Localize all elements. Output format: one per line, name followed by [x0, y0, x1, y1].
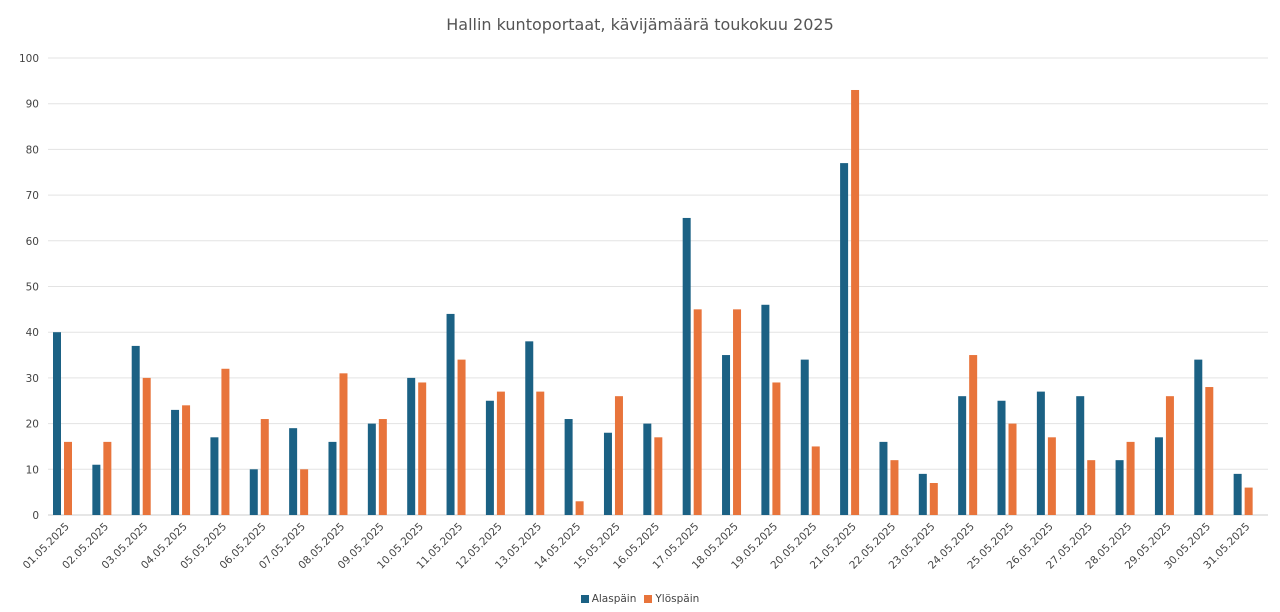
bar-alaspain [1194, 359, 1203, 515]
bar-ylospain [851, 89, 860, 516]
bar-alaspain [446, 313, 455, 515]
bar-ylospain [260, 419, 269, 515]
y-tick-label: 50 [26, 282, 39, 294]
bar-ylospain [693, 309, 702, 515]
bar-ylospain [221, 368, 230, 515]
bar-ylospain [1244, 487, 1253, 515]
y-tick-label: 60 [26, 236, 39, 248]
legend-swatch [580, 595, 589, 603]
bar-ylospain [457, 359, 466, 515]
bar-alaspain [761, 304, 770, 515]
bar-alaspain [918, 473, 927, 515]
chart-title: Hallin kuntoportaat, kävijämäärä toukoku… [446, 15, 834, 34]
bar-alaspain [800, 359, 809, 515]
legend-item[interactable]: Ylöspäin [644, 593, 699, 605]
bar-alaspain [1076, 396, 1085, 515]
bar-alaspain [289, 428, 298, 515]
y-tick-label: 80 [26, 144, 39, 156]
bar-alaspain [1036, 391, 1045, 515]
bar-ylospain [654, 437, 663, 515]
bar-ylospain [772, 382, 781, 515]
bar-alaspain [879, 441, 888, 515]
legend-item[interactable]: Alaspäin [580, 593, 637, 605]
bar-alaspain [682, 217, 691, 515]
bar-alaspain [328, 441, 337, 515]
y-tick-label: 30 [26, 373, 39, 385]
bar-alaspain [249, 469, 258, 515]
bar-alaspain [210, 437, 219, 515]
bar-ylospain [142, 377, 151, 515]
bar-alaspain [171, 409, 180, 515]
bar-alaspain [840, 163, 849, 516]
bar-ylospain [890, 460, 899, 515]
bar-alaspain [53, 332, 61, 515]
bar-ylospain [1205, 387, 1214, 515]
y-tick-label: 20 [26, 419, 39, 431]
bar-alaspain [997, 400, 1006, 515]
bar-alaspain [367, 423, 376, 515]
bar-ylospain [182, 405, 191, 515]
y-tick-label: 90 [26, 99, 39, 111]
bar-ylospain [575, 501, 584, 515]
bar-alaspain [1115, 460, 1124, 515]
bar-ylospain [496, 391, 505, 515]
bar-ylospain [1165, 396, 1174, 515]
legend-swatch [644, 595, 653, 603]
bar-ylospain [300, 469, 309, 515]
bar-alaspain [525, 341, 534, 515]
bar-alaspain [485, 400, 494, 515]
y-axis-ticks: 0 10 20 30 40 50 60 70 80 90 100 [19, 53, 39, 522]
bar-alaspain [564, 419, 573, 515]
legend: Alaspäin Ylöspäin [0, 593, 1280, 606]
bar-ylospain [1087, 460, 1096, 515]
bar-ylospain [929, 483, 938, 515]
bar-alaspain [603, 432, 612, 515]
y-tick-label: 0 [32, 510, 39, 522]
bar-ylospain [536, 391, 545, 515]
bar-ylospain [103, 441, 112, 515]
bar-alaspain [722, 355, 731, 515]
bar-ylospain [614, 396, 623, 515]
bar-alaspain [407, 377, 416, 515]
bar-ylospain [339, 373, 348, 515]
y-tick-label: 10 [26, 464, 39, 476]
bar-ylospain [811, 446, 820, 515]
bar-ylospain [733, 309, 742, 515]
y-tick-label: 40 [26, 327, 39, 339]
bar-ylospain [969, 355, 978, 515]
bar-ylospain [64, 441, 72, 515]
y-tick-label: 100 [19, 53, 39, 65]
bar-ylospain [1126, 441, 1135, 515]
y-tick-label: 70 [26, 190, 39, 202]
x-axis-ticks: 01.05.202502.05.202503.05.202504.05.2025… [21, 521, 1253, 572]
legend-label: Ylöspäin [655, 593, 700, 605]
bar-ylospain [1047, 437, 1056, 515]
legend-label: Alaspäin [591, 593, 637, 605]
bar-alaspain [92, 464, 101, 515]
bar-alaspain [643, 423, 652, 515]
bar-alaspain [1233, 473, 1242, 515]
bars [53, 89, 1253, 516]
bar-alaspain [1154, 437, 1163, 515]
bar-ylospain [378, 419, 387, 515]
bar-ylospain [1008, 423, 1017, 515]
bar-alaspain [958, 396, 967, 515]
bar-alaspain [131, 345, 140, 515]
bar-ylospain [418, 382, 427, 515]
